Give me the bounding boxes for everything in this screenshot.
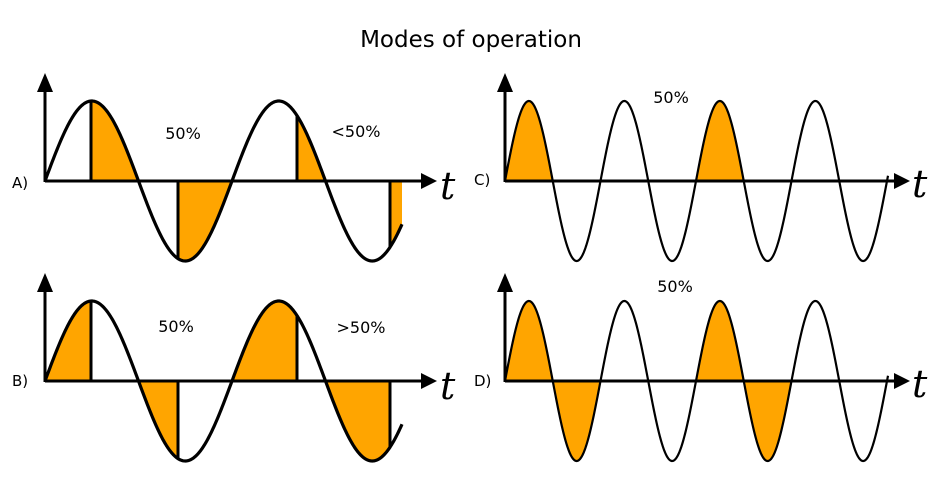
panel-c-amplitude-arrow-icon xyxy=(497,73,513,92)
panel-b-label: B) xyxy=(12,372,28,390)
panel-c-label: C) xyxy=(474,171,490,189)
panel-a-waveform xyxy=(43,99,404,263)
panel-c-waveform xyxy=(503,99,890,263)
panel-a-amplitude-arrow-icon xyxy=(37,73,53,92)
panel-b-amplitude-arrow-icon xyxy=(37,273,53,292)
panel-b-conduction-fill xyxy=(45,301,390,461)
panel-b-waveform xyxy=(43,299,404,463)
panel-b-firing-lines xyxy=(89,301,392,459)
panel-c-time-label: t xyxy=(912,162,928,206)
panel-c-time-arrow-icon xyxy=(894,173,910,189)
panel-b-annotation-2: >50% xyxy=(337,318,386,337)
panel-c: C) 50% t xyxy=(474,73,928,263)
panel-b: B) 50% >50% t xyxy=(12,273,456,463)
panel-d-conduction-fill xyxy=(505,301,792,461)
panel-a-time-label: t xyxy=(440,164,456,208)
panel-d-label: D) xyxy=(474,372,491,390)
panel-d-amplitude-arrow-icon xyxy=(497,273,513,292)
panel-d-time-label: t xyxy=(912,362,928,406)
panel-a: A) 50% <50% t xyxy=(12,73,456,263)
panel-c-conduction-fill xyxy=(505,101,744,181)
panel-a-label: A) xyxy=(12,174,28,192)
panel-d: D) 50% t xyxy=(474,273,928,463)
panel-b-annotation-1: 50% xyxy=(158,317,194,336)
panel-d-annotation-1: 50% xyxy=(657,277,693,296)
panel-b-time-label: t xyxy=(440,364,456,408)
panel-d-time-arrow-icon xyxy=(894,373,910,389)
diagram-title: Modes of operation xyxy=(360,27,582,53)
panel-a-time-arrow-icon xyxy=(421,173,437,189)
panel-b-time-arrow-icon xyxy=(421,373,437,389)
panel-c-annotation-1: 50% xyxy=(653,88,689,107)
panel-a-annotation-2: <50% xyxy=(332,122,381,141)
panel-a-annotation-1: 50% xyxy=(165,124,201,143)
panel-a-firing-lines xyxy=(89,101,392,259)
panel-d-waveform xyxy=(503,299,890,463)
